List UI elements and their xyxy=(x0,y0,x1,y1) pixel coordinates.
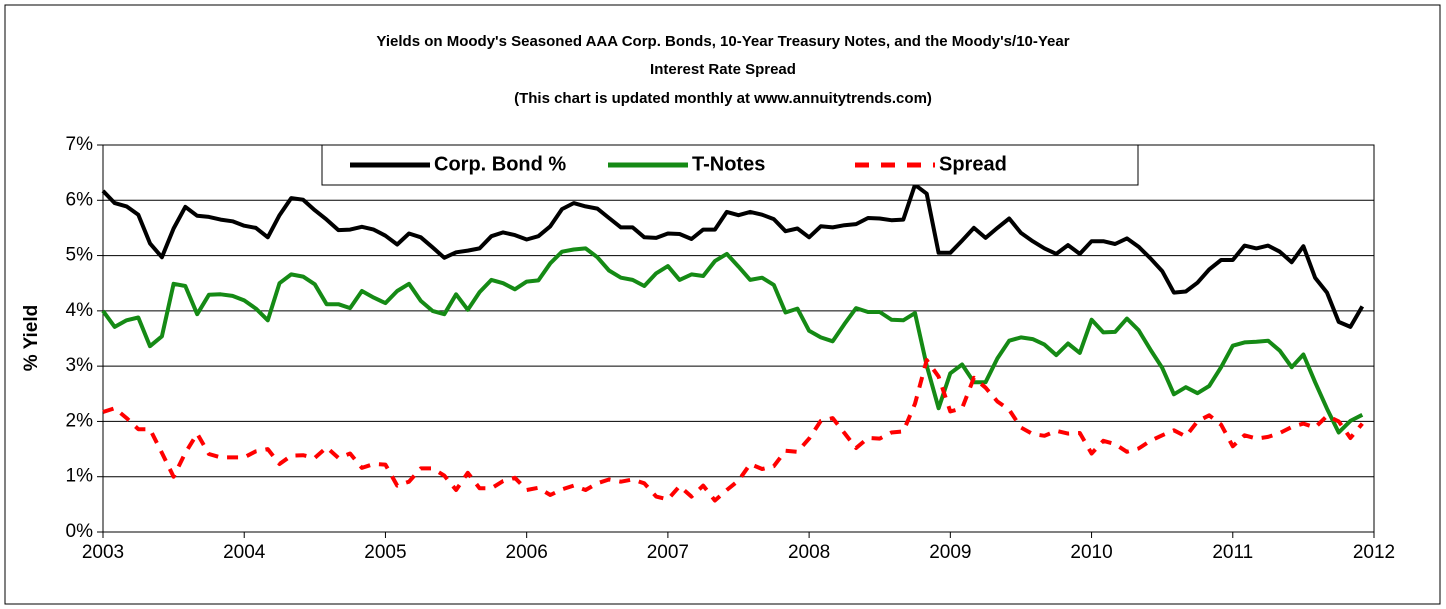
line-series xyxy=(102,358,1364,503)
x-tick-label: 2010 xyxy=(1070,542,1112,563)
y-tick-label: 2% xyxy=(66,410,94,431)
y-axis-label: % Yield xyxy=(21,305,42,372)
y-tick-label: 1% xyxy=(66,466,94,487)
legend-label: T-Notes xyxy=(692,153,765,175)
chart-subtitle: (This chart is updated monthly at www.an… xyxy=(514,90,932,107)
chart-title: Yields on Moody's Seasoned AAA Corp. Bon… xyxy=(376,33,1069,50)
legend-label: Spread xyxy=(939,153,1007,175)
legend-box xyxy=(321,144,1139,186)
y-tick-label: 0% xyxy=(66,521,94,542)
y-tick-label: 3% xyxy=(66,355,94,376)
x-tick-label: 2006 xyxy=(506,542,548,563)
chart-frame xyxy=(4,4,1441,605)
chart-title: Interest Rate Spread xyxy=(650,61,796,78)
y-tick-label: 5% xyxy=(66,245,94,266)
line-series xyxy=(101,182,1365,329)
x-tick-label: 2008 xyxy=(788,542,830,563)
y-tick-label: 7% xyxy=(66,134,94,155)
x-tick-label: 2007 xyxy=(647,542,689,563)
y-tick-label: 4% xyxy=(66,300,94,321)
x-tick-label: 2003 xyxy=(82,542,124,563)
y-tick-label: 6% xyxy=(66,189,94,210)
x-tick-label: 2009 xyxy=(929,542,971,563)
x-tick-label: 2005 xyxy=(364,542,406,563)
legend-label: Corp. Bond % xyxy=(434,153,566,175)
x-tick-label: 2004 xyxy=(223,542,266,563)
x-tick-label: 2011 xyxy=(1212,542,1253,563)
x-tick-label: 2012 xyxy=(1353,542,1395,563)
line-series xyxy=(101,246,1364,435)
